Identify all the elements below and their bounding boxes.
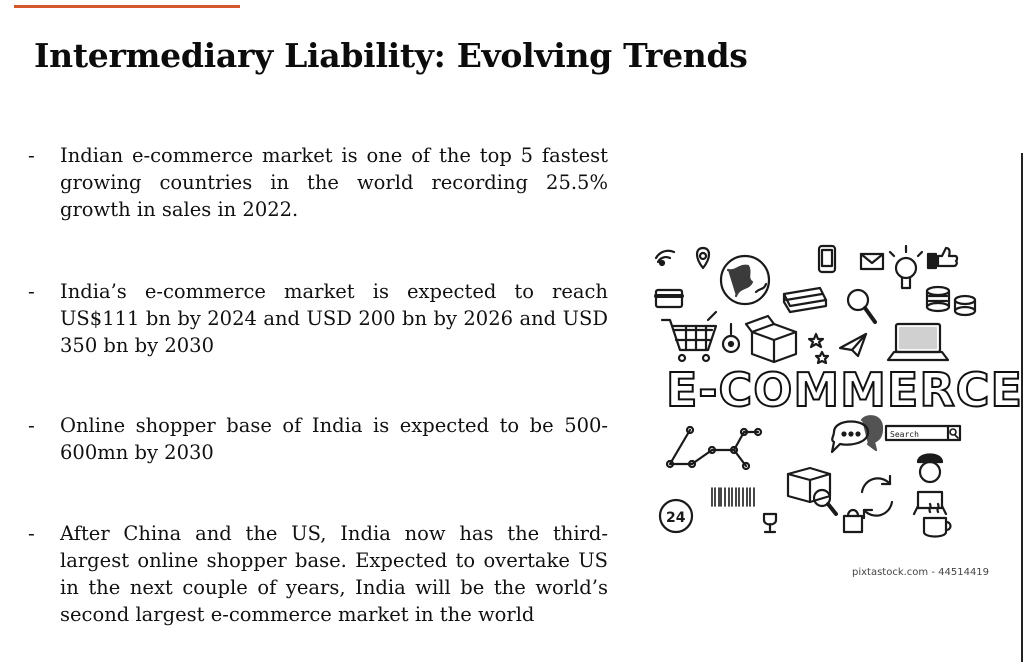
bullet-dash: - xyxy=(28,521,35,545)
bullet-text: After China and the US, India now has th… xyxy=(60,522,608,626)
globe-icon xyxy=(719,254,771,306)
thumbs-up-icon xyxy=(926,246,959,270)
bullet-item: - Indian e-commerce market is one of the… xyxy=(22,142,612,223)
courier-icon xyxy=(912,453,948,516)
search-bar-icon: Search xyxy=(884,424,962,442)
wifi-icon xyxy=(654,249,676,267)
paper-plane-icon xyxy=(838,332,868,358)
title-accent-line xyxy=(14,5,240,8)
slide-title: Intermediary Liability: Evolving Trends xyxy=(34,36,748,75)
credit-card-icon xyxy=(654,288,684,309)
barcode-icon xyxy=(711,487,755,507)
cash-icon xyxy=(782,286,828,314)
trophy-icon xyxy=(762,512,778,534)
24h-label: 24 xyxy=(666,510,686,526)
bullet-dash: - xyxy=(28,413,35,437)
bullet-text: India’s e-commerce market is expected to… xyxy=(60,280,608,357)
bullet-item: - India’s e-commerce market is expected … xyxy=(22,278,612,359)
tag-icon xyxy=(721,322,741,354)
coins-icon xyxy=(925,285,977,317)
phone-icon xyxy=(817,244,837,274)
bullet-item: - After China and the US, India now has … xyxy=(22,520,612,628)
bullet-text: Online shopper base of India is expected… xyxy=(60,414,608,464)
star-icon xyxy=(807,332,830,365)
coffee-cup-icon xyxy=(922,502,952,538)
map-pin-icon xyxy=(695,246,711,270)
cart-icon xyxy=(660,310,718,363)
slide-edge-line xyxy=(1021,153,1023,662)
ecommerce-wordmark: E-COMMERCE xyxy=(665,362,1023,418)
bullet-item: - Online shopper base of India is expect… xyxy=(22,412,612,466)
mail-icon xyxy=(859,252,885,271)
box-icon xyxy=(744,314,798,364)
search-bar-label: Search xyxy=(890,430,919,439)
image-watermark: pixtastock.com - 44514419 xyxy=(852,567,990,578)
refresh-icon xyxy=(860,474,894,520)
bullet-dash: - xyxy=(28,143,35,167)
ecommerce-illustration: Search 24 xyxy=(654,244,977,538)
bullet-dash: - xyxy=(28,279,35,303)
lightbulb-icon xyxy=(888,244,924,290)
delivery-box-icon xyxy=(786,466,838,516)
chat-bubble-icon xyxy=(830,415,884,454)
network-icon xyxy=(665,425,763,471)
magnifier-icon xyxy=(846,288,877,324)
bullet-text: Indian e-commerce market is one of the t… xyxy=(60,144,608,221)
24h-icon: 24 xyxy=(658,498,694,534)
laptop-icon xyxy=(886,322,950,362)
shopping-bag-icon xyxy=(842,508,864,534)
